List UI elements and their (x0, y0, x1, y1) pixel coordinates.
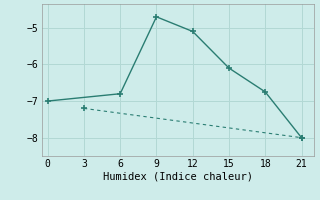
X-axis label: Humidex (Indice chaleur): Humidex (Indice chaleur) (103, 172, 252, 182)
